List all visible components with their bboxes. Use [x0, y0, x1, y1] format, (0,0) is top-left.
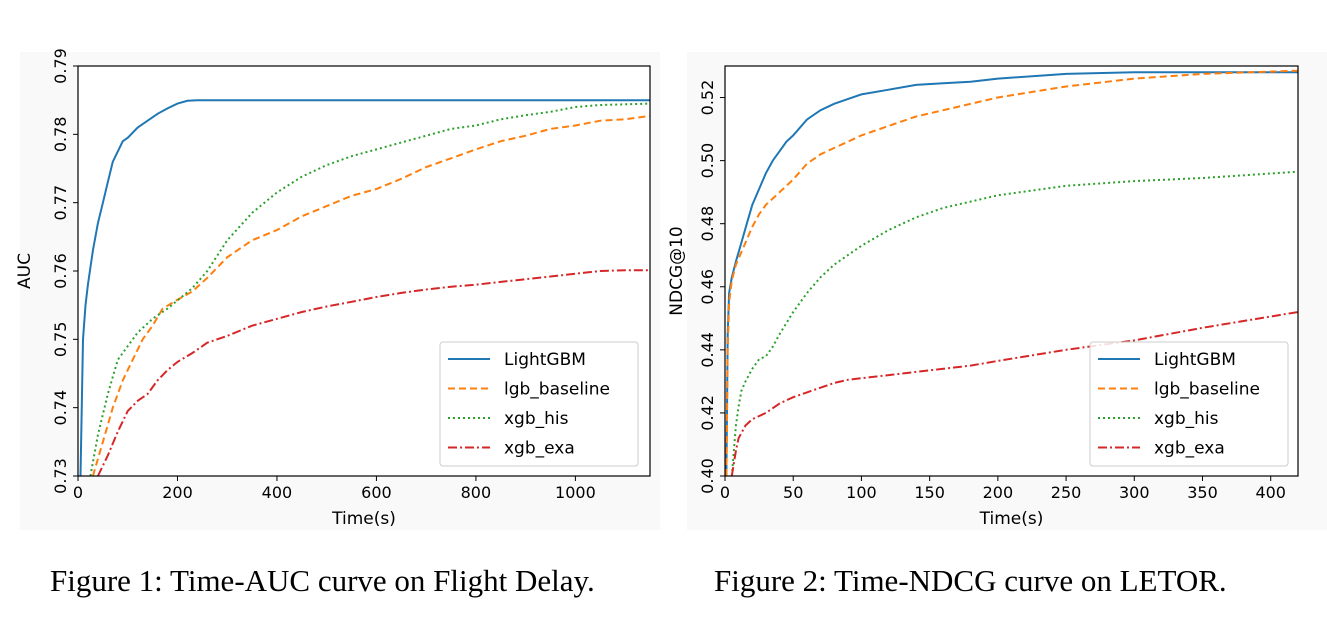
- y-tick-label: 0.76: [51, 253, 70, 289]
- chart-time-ndcg: 0 50 100 150 200 250 300 350 400 0.40 0.42 0.44 0.46…: [667, 52, 1327, 530]
- y-tick-label: 0.78: [51, 117, 70, 153]
- legend-box: [439, 341, 639, 467]
- legend-label: xgb_his: [504, 409, 569, 429]
- y-tick-label: 0.75: [51, 322, 70, 358]
- axes-frame: [724, 65, 1299, 477]
- series-line-xgb_exa: [730, 311, 1298, 477]
- y-tick-label: 0.42: [698, 395, 717, 431]
- x-tick-label: 600: [361, 483, 392, 502]
- chart-time-auc: 0 200 400 600 800 1000 0.73 0.74 0.75 0.76 0.77 0.7…: [15, 48, 660, 530]
- y-tick-label: 0.50: [698, 143, 717, 179]
- x-tick-label: 50: [783, 483, 803, 502]
- y-tick-label: 0.40: [698, 458, 717, 494]
- y-tick-label: 0.77: [51, 185, 70, 221]
- x-tick-label: 100: [846, 483, 877, 502]
- x-tick-label: 150: [914, 483, 945, 502]
- legend-label: xgb_exa: [504, 439, 575, 459]
- y-tick-label: 0.44: [698, 332, 717, 368]
- y-tick-label: 0.79: [51, 48, 70, 84]
- x-tick-label: 250: [1051, 483, 1082, 502]
- legend-box: [1089, 341, 1289, 467]
- figure-1-caption: Figure 1: Time-AUC curve on Flight Delay…: [50, 563, 595, 598]
- x-axis-label: Time(s): [979, 509, 1044, 529]
- x-axis-label: Time(s): [331, 509, 396, 529]
- series-line-xgb_his: [89, 102, 650, 477]
- x-tick-label: 800: [461, 483, 492, 502]
- x-tick-label: 0: [720, 483, 730, 502]
- series-line-lgb_baseline: [725, 69, 1298, 477]
- legend-label: lgb_baseline: [504, 380, 610, 400]
- x-tick-label: 400: [1255, 483, 1286, 502]
- legend-label: LightGBM: [504, 350, 586, 370]
- figure-2-caption: Figure 2: Time-NDCG curve on LETOR.: [714, 563, 1227, 598]
- series-line-xgb_exa: [96, 269, 650, 477]
- x-tick-label: 350: [1187, 483, 1218, 502]
- y-tick-label: 0.74: [51, 390, 70, 426]
- legend-label: LightGBM: [1154, 350, 1236, 370]
- x-tick-label: 300: [1119, 483, 1150, 502]
- series-line-LightGBM: [79, 99, 650, 477]
- legend-label: xgb_his: [1154, 409, 1219, 429]
- y-tick-label: 0.48: [698, 206, 717, 242]
- y-axis-label: NDCG@10: [667, 226, 687, 315]
- x-tick-label: 200: [983, 483, 1014, 502]
- y-tick-label: 0.46: [698, 269, 717, 305]
- x-tick-label: 1000: [555, 483, 596, 502]
- x-tick-label: 400: [262, 483, 293, 502]
- x-tick-label: 0: [73, 483, 83, 502]
- legend-label: lgb_baseline: [1154, 380, 1260, 400]
- x-tick-label: 200: [162, 483, 193, 502]
- y-tick-label: 0.52: [698, 80, 717, 116]
- series-line-xgb_his: [730, 170, 1298, 477]
- y-tick-label: 0.73: [51, 458, 70, 494]
- series-line-LightGBM: [725, 71, 1298, 477]
- legend-label: xgb_exa: [1154, 439, 1225, 459]
- y-axis-label: AUC: [15, 253, 35, 289]
- series-line-lgb_baseline: [91, 114, 650, 477]
